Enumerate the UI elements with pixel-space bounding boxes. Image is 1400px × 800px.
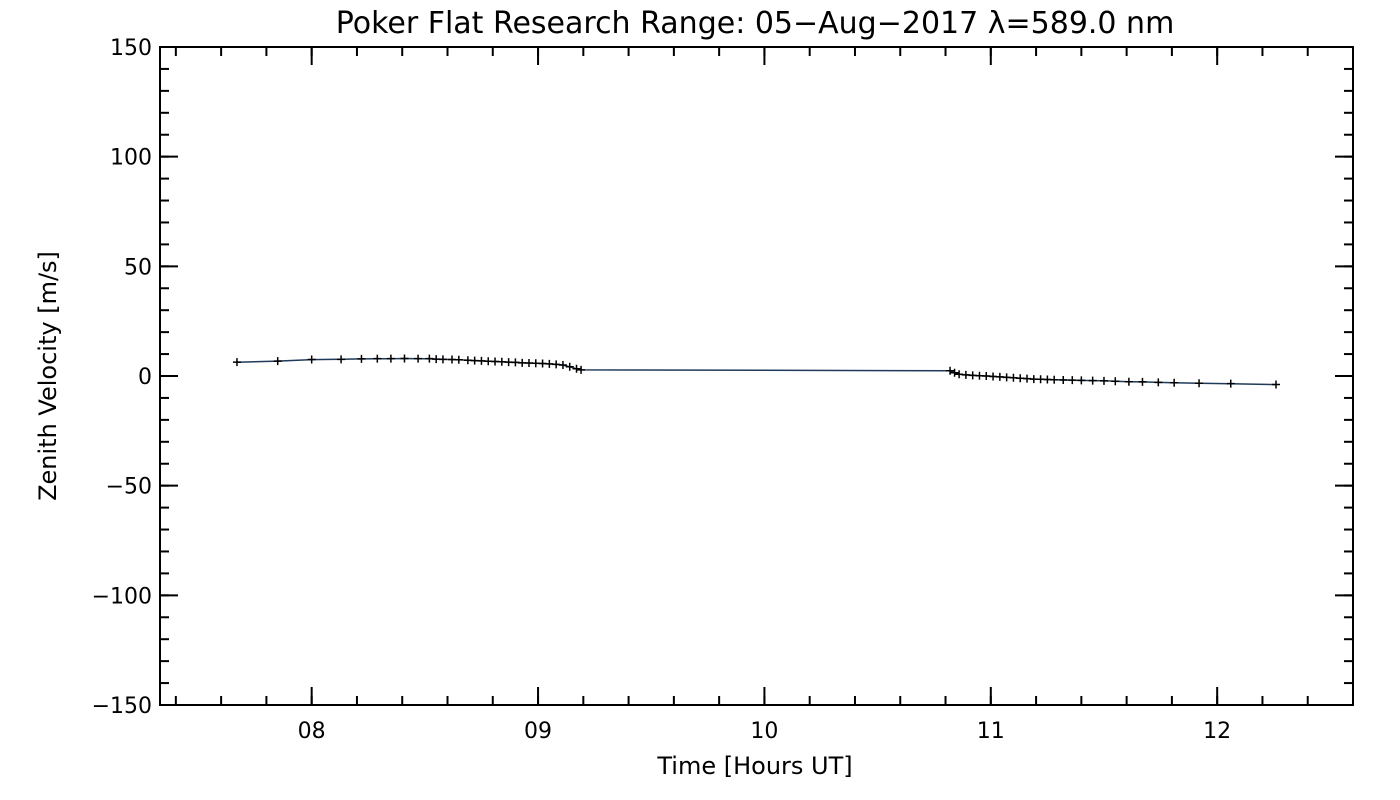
data-point (497, 357, 506, 366)
chart-title: Poker Flat Research Range: 05−Aug−2017 λ… (336, 6, 1175, 41)
data-point (989, 372, 998, 381)
data-point (273, 357, 282, 366)
data-point (438, 355, 447, 364)
data-point (950, 368, 959, 377)
y-tick-label: 150 (110, 36, 152, 61)
data-point (975, 371, 984, 380)
data-point (1226, 379, 1235, 388)
data-point (477, 356, 486, 365)
data-point (1043, 375, 1052, 384)
data-point (1099, 376, 1108, 385)
data-point (1088, 376, 1097, 385)
data-point (995, 372, 1004, 381)
data-point (531, 359, 540, 368)
data-point (961, 370, 970, 379)
data-point (484, 357, 493, 366)
y-tick-label: −100 (92, 584, 152, 609)
data-point (1009, 373, 1018, 382)
plot-frame (159, 46, 1354, 706)
data-point (577, 365, 586, 374)
x-tick-label: 12 (1203, 719, 1231, 744)
data-point (1272, 380, 1281, 389)
data-point (463, 356, 472, 365)
x-tick-label: 08 (298, 719, 326, 744)
y-tick-label: 0 (138, 365, 152, 390)
data-point (1068, 376, 1077, 385)
data-point (307, 355, 316, 364)
data-point (373, 354, 382, 363)
y-tick-label: 50 (124, 255, 152, 280)
data-point (518, 358, 527, 367)
data-point (1036, 375, 1045, 384)
data-point (1029, 375, 1038, 384)
data-point (1138, 377, 1147, 386)
data-point (955, 370, 964, 379)
data-point (414, 354, 423, 363)
data-point (448, 355, 457, 364)
data-point (1170, 378, 1179, 387)
data-point (337, 355, 346, 364)
data-point (968, 371, 977, 380)
data-point (357, 354, 366, 363)
data-point (538, 359, 547, 368)
y-axis-label: Zenith Velocity [m/s] (34, 251, 62, 501)
data-point (491, 357, 500, 366)
data-point (1077, 376, 1086, 385)
data-point (1016, 374, 1025, 383)
y-tick-label: −150 (92, 694, 152, 719)
data-point (565, 362, 574, 371)
data-point (1111, 377, 1120, 386)
data-point (504, 358, 513, 367)
data-point (982, 372, 991, 380)
data-point (572, 364, 581, 373)
x-tick-label: 10 (750, 719, 778, 744)
data-point (386, 354, 395, 363)
data-point (1023, 374, 1032, 383)
data-point (946, 366, 955, 375)
data-point (1050, 375, 1059, 384)
y-tick-label: −50 (106, 475, 152, 500)
data-point (1195, 379, 1204, 388)
data-point (524, 359, 533, 368)
data-point (558, 361, 567, 370)
data-point (232, 358, 241, 367)
data-point (432, 355, 441, 364)
x-axis-label: Time [Hours UT] (656, 752, 852, 780)
data-point (1059, 375, 1068, 384)
data-point (1124, 377, 1133, 386)
data-point (552, 360, 561, 369)
data-point (470, 356, 479, 365)
x-tick-label: 11 (977, 719, 1005, 744)
x-tick-label: 09 (524, 719, 552, 744)
series-line (236, 357, 1277, 386)
data-point (1154, 378, 1163, 387)
data-point (400, 354, 409, 363)
data-point (511, 358, 520, 367)
data-point (545, 359, 554, 368)
data-point (425, 354, 434, 363)
data-point (1002, 373, 1011, 382)
data-point (454, 355, 463, 364)
y-tick-label: 100 (110, 146, 152, 171)
